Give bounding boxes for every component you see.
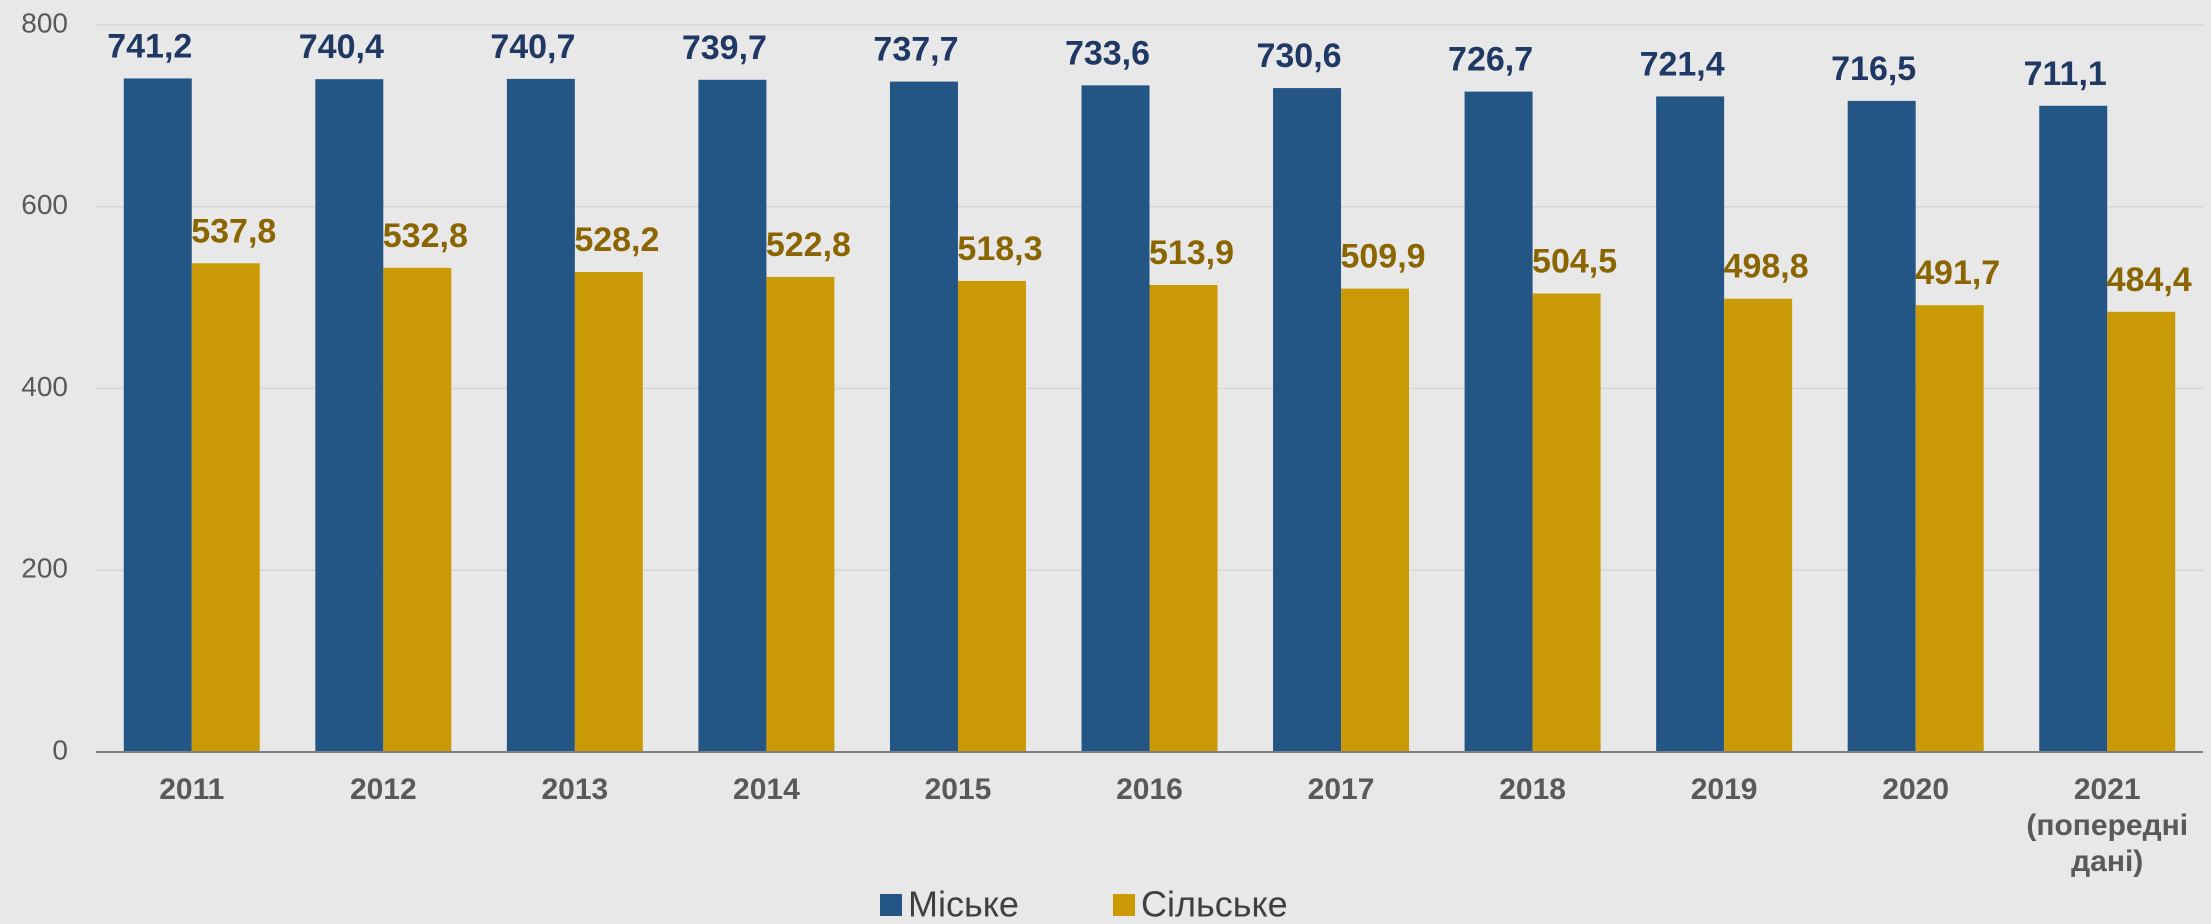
bar: [958, 281, 1026, 752]
bar: [507, 79, 575, 752]
y-tick-label: 600: [21, 189, 68, 220]
value-label: 528,2: [574, 221, 659, 259]
bar: [2039, 106, 2107, 752]
x-tick-label: 2014: [671, 772, 861, 808]
x-tick-label: 2021 (попередні дані): [2012, 772, 2202, 880]
bar: [1724, 299, 1792, 752]
page: 0 200 400 600 800 741,2 537,8 740,4 532,8 740,7 52…: [0, 0, 2211, 924]
legend-label: Сільське: [1141, 884, 1288, 924]
bar: [890, 82, 958, 752]
bar: [1656, 96, 1724, 752]
bar: [575, 272, 643, 752]
bar: [1150, 285, 1218, 752]
value-label: 740,7: [490, 28, 575, 66]
x-tick-label: 2013: [480, 772, 670, 808]
x-tick-label: 2011: [97, 772, 287, 808]
value-label: 711,1: [2024, 55, 2107, 93]
value-label: 740,4: [299, 28, 384, 66]
value-label: 518,3: [957, 230, 1042, 268]
legend-swatch: [880, 894, 902, 916]
legend-label: Міське: [908, 884, 1019, 924]
x-tick-label: 2012: [288, 772, 478, 808]
value-label: 484,4: [2107, 261, 2192, 299]
value-label: 509,9: [1340, 238, 1425, 276]
bar: [315, 79, 383, 752]
value-label: 537,8: [191, 212, 276, 250]
value-label: 721,4: [1640, 45, 1725, 83]
bar: [1273, 88, 1341, 752]
bar: [698, 80, 766, 752]
bar: [124, 78, 192, 752]
value-label: 522,8: [766, 226, 851, 264]
bar: [1465, 92, 1533, 752]
value-label: 737,7: [873, 31, 958, 69]
value-label: 726,7: [1448, 41, 1533, 79]
value-label: 741,2: [107, 27, 192, 65]
value-label: 716,5: [1831, 50, 1916, 88]
y-tick-label: 800: [21, 7, 68, 38]
x-tick-label: 2018: [1438, 772, 1628, 808]
bar: [1341, 289, 1409, 752]
value-label: 739,7: [682, 29, 767, 67]
bar: [383, 268, 451, 752]
bar: [1916, 305, 1984, 752]
x-tick-label: 2015: [863, 772, 1053, 808]
bar: [1082, 85, 1150, 752]
bar: [1533, 294, 1601, 752]
bar: [2107, 312, 2175, 752]
value-label: 733,6: [1065, 34, 1150, 72]
y-tick-label: 0: [52, 734, 68, 765]
value-label: 504,5: [1532, 243, 1617, 281]
bar: [766, 277, 834, 752]
value-label: 513,9: [1149, 234, 1234, 272]
value-label: 730,6: [1256, 37, 1341, 75]
value-label: 498,8: [1724, 248, 1809, 286]
y-tick-label: 200: [21, 553, 68, 584]
legend-swatch: [1113, 894, 1135, 916]
bar: [192, 263, 260, 752]
x-tick-label: 2020: [1821, 772, 2011, 808]
value-label: 532,8: [383, 217, 468, 255]
value-label: 491,7: [1915, 254, 2000, 292]
bar: [1848, 101, 1916, 752]
x-tick-label: 2017: [1246, 772, 1436, 808]
x-tick-label: 2016: [1055, 772, 1245, 808]
y-tick-label: 400: [21, 371, 68, 402]
x-tick-label: 2019: [1629, 772, 1819, 808]
